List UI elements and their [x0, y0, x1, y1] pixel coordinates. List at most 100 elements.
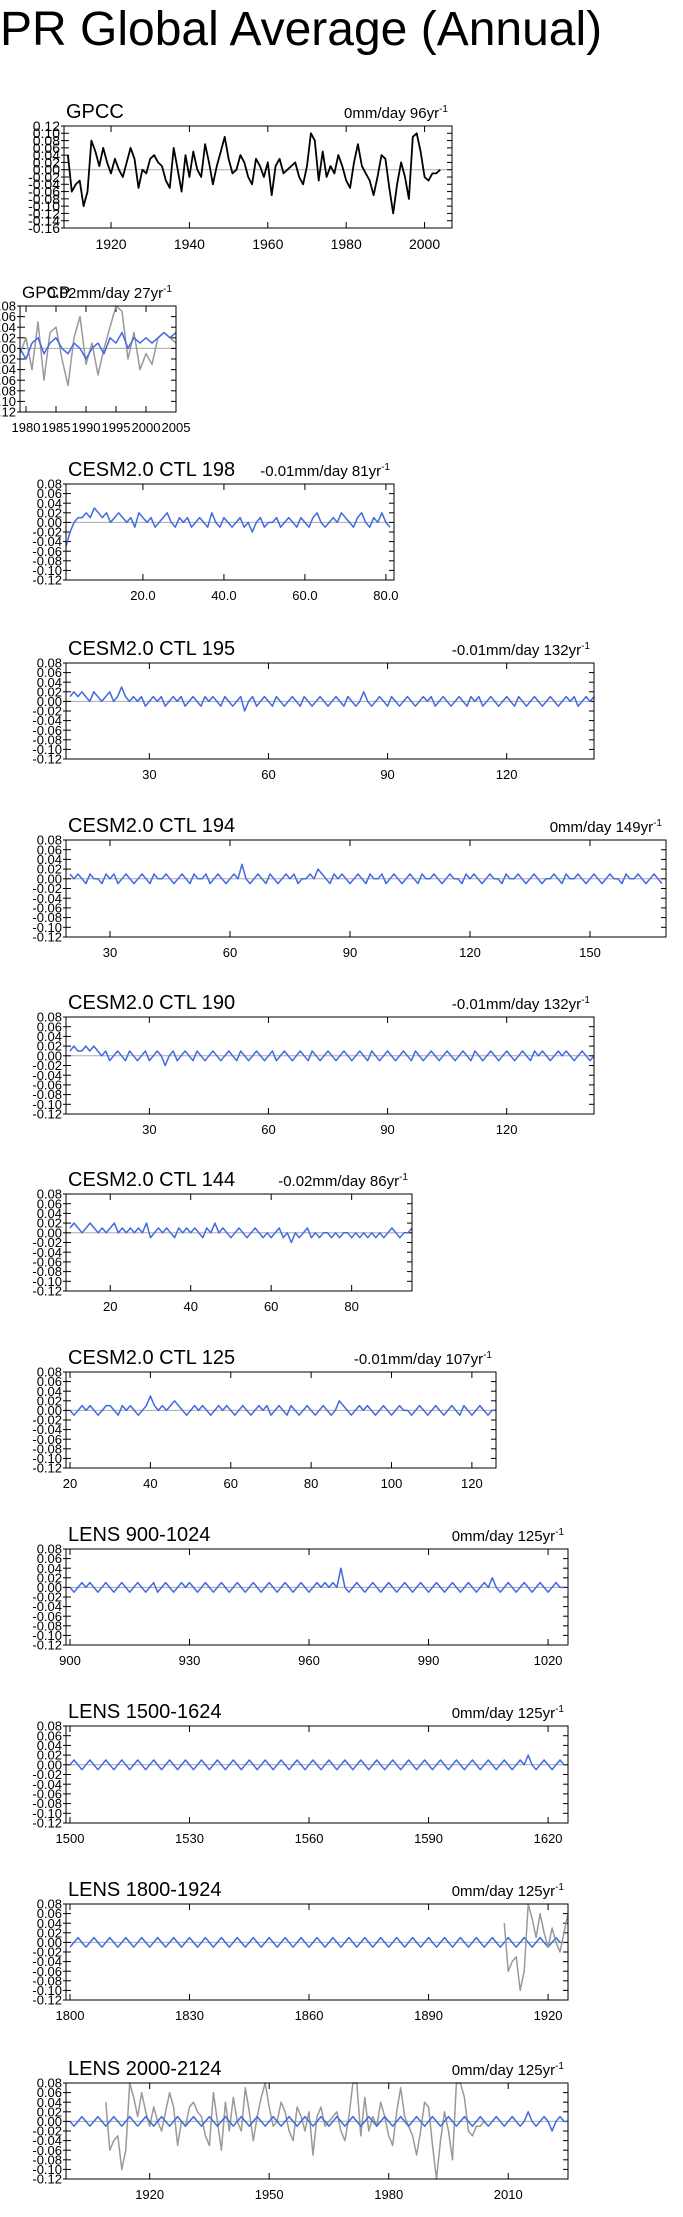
x-tick-label: 40.0 — [211, 588, 236, 603]
x-tick-label: 60 — [264, 1299, 278, 1314]
y-tick-label: -0.10 — [32, 1628, 62, 1643]
y-tick-label: -0.02 — [0, 352, 16, 367]
y-tick-label: -0.02 — [32, 1235, 62, 1250]
y-tick-label: -0.12 — [32, 1461, 62, 1476]
y-tick-label: -0.04 — [32, 534, 62, 549]
annotation-text: 0mm/day 96yr — [344, 105, 439, 122]
y-tick-label: -0.04 — [32, 1068, 62, 1083]
y-tick-label: -0.06 — [32, 1609, 62, 1624]
chart-annotation: 0mm/day 125yr-1 — [452, 1527, 565, 1545]
y-tick-label: -0.08 — [32, 1441, 62, 1456]
annotation-superscript: -1 — [555, 1704, 564, 1715]
annotation-text: 0mm/day 125yr — [452, 2062, 555, 2079]
y-tick-label: -0.08 — [32, 732, 62, 747]
chart-title: LENS 1500-1624 — [68, 1701, 221, 1723]
x-tick-label: 80 — [344, 1299, 358, 1314]
plot-frame — [19, 305, 177, 413]
y-tick-label: -0.02 — [32, 525, 62, 540]
x-tick-label: 2005 — [162, 420, 191, 435]
y-tick-label: -0.02 — [32, 1413, 62, 1428]
x-tick-label: 60 — [224, 1476, 238, 1491]
series-line-model — [69, 1045, 595, 1067]
y-tick-label: 0.04 — [37, 2095, 62, 2110]
chart-panel: CESM2.0 CTL 195 -0.01mm/day 132yr-10.080.… — [32, 638, 595, 782]
x-tick-label: 60 — [223, 945, 237, 960]
y-tick-label: 0.02 — [37, 505, 62, 520]
x-tick-label: 40 — [143, 1476, 157, 1491]
plot-frame — [65, 839, 667, 938]
y-tick-label: -0.10 — [32, 742, 62, 757]
y-tick-label: 0.04 — [37, 675, 62, 690]
x-tick-label: 1980 — [331, 236, 362, 252]
y-tick-label: -0.08 — [32, 2152, 62, 2167]
y-tick-label: -0.08 — [32, 1087, 62, 1102]
series-line-model — [69, 1222, 413, 1244]
annotation-superscript: -1 — [163, 284, 172, 295]
y-tick-label: 0.04 — [0, 320, 16, 335]
x-tick-label: 1920 — [534, 2008, 563, 2023]
y-tick-label: 0.08 — [37, 656, 62, 671]
y-tick-label: -0.02 — [32, 704, 62, 719]
y-tick-label: -0.02 — [32, 1767, 62, 1782]
x-tick-label: 1920 — [95, 236, 126, 252]
annotation-superscript: -1 — [555, 1527, 564, 1538]
y-tick-label: 0.02 — [37, 1748, 62, 1763]
chart-title: CESM2.0 CTL 144 — [68, 1169, 235, 1191]
chart-annotation: 0mm/day 149yr-1 — [550, 818, 663, 836]
y-tick-label: -0.08 — [32, 553, 62, 568]
annotation-superscript: -1 — [581, 641, 590, 652]
x-tick-label: 60 — [261, 1122, 275, 1137]
y-tick-label: 0.00 — [37, 515, 62, 530]
x-tick-label: 1800 — [56, 2008, 85, 2023]
y-tick-label: -0.02 — [32, 2124, 62, 2139]
y-tick-label: 0.04 — [37, 1916, 62, 1931]
chart-annotation: 0mm/day 96yr-1 — [344, 104, 448, 122]
y-tick-label: 0.08 — [33, 132, 60, 148]
x-tick-label: 1940 — [174, 236, 205, 252]
y-tick-label: -0.08 — [32, 1973, 62, 1988]
chart-panel: LENS 2000-2124 0mm/day 125yr-10.080.060.0… — [32, 2058, 569, 2202]
y-tick-label: -0.12 — [28, 205, 60, 221]
y-tick-label: 0.06 — [37, 842, 62, 857]
y-tick-label: -0.10 — [32, 920, 62, 935]
y-tick-label: -0.06 — [32, 1077, 62, 1092]
y-tick-label: -0.12 — [32, 752, 62, 767]
y-tick-label: -0.02 — [32, 1058, 62, 1073]
chart-panel: CESM2.0 CTL 194 0mm/day 149yr-10.080.060.… — [32, 815, 667, 960]
x-tick-label: 1985 — [42, 420, 71, 435]
x-tick-label: 60 — [261, 767, 275, 782]
series-line-model — [65, 507, 391, 547]
x-tick-label: 20 — [103, 1299, 117, 1314]
annotation-superscript: -1 — [581, 995, 590, 1006]
x-tick-label: 60.0 — [292, 588, 317, 603]
y-tick-label: 0.04 — [37, 1561, 62, 1576]
y-tick-label: 0.02 — [37, 1570, 62, 1585]
x-tick-label: 1980 — [374, 2187, 403, 2202]
y-tick-label: -0.04 — [32, 1954, 62, 1969]
x-tick-label: 1860 — [295, 2008, 324, 2023]
x-tick-label: 30 — [142, 1122, 156, 1137]
y-tick-label: -0.10 — [28, 198, 60, 214]
y-tick-label: 0.04 — [37, 1029, 62, 1044]
x-tick-label: 1920 — [135, 2187, 164, 2202]
y-tick-label: -0.04 — [0, 362, 16, 377]
y-tick-label: -0.10 — [32, 563, 62, 578]
y-tick-label: 0.06 — [37, 1906, 62, 1921]
y-tick-label: -0.08 — [32, 1618, 62, 1633]
y-tick-label: -0.06 — [32, 2143, 62, 2158]
y-tick-label: 0.02 — [37, 1216, 62, 1231]
series-line-model — [69, 1936, 564, 1948]
y-tick-label: 0.06 — [33, 140, 60, 156]
y-tick-label: 0.00 — [37, 1935, 62, 1950]
y-tick-label: 0.08 — [37, 1010, 62, 1025]
x-tick-label: 100 — [381, 1476, 403, 1491]
series-line-model — [19, 331, 177, 360]
y-tick-label: -0.08 — [32, 1264, 62, 1279]
chart-title: CESM2.0 CTL 195 — [68, 638, 235, 660]
chart-panel: LENS 1500-1624 0mm/day 125yr-10.080.060.0… — [32, 1701, 569, 1846]
y-tick-label: 0.00 — [37, 694, 62, 709]
y-tick-label: 0.12 — [33, 118, 60, 134]
plot-frame — [65, 483, 395, 581]
y-tick-label: 0.00 — [0, 341, 16, 356]
chart-panel: LENS 900-1024 0mm/day 125yr-1 0.080.060.04… — [32, 1524, 569, 1668]
